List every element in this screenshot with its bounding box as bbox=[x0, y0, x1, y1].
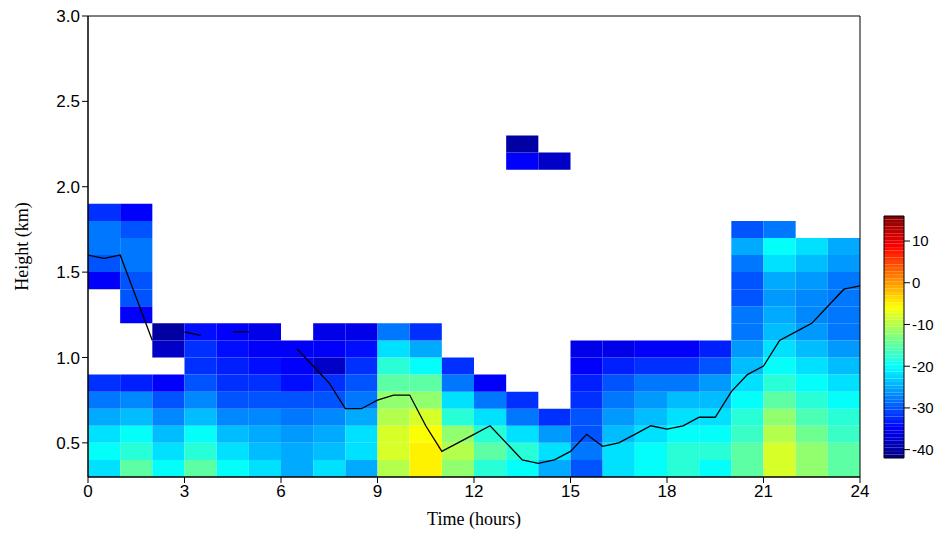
svg-text:2.0: 2.0 bbox=[56, 178, 80, 197]
svg-text:-30: -30 bbox=[912, 399, 934, 416]
svg-text:9: 9 bbox=[373, 482, 382, 501]
svg-text:15: 15 bbox=[561, 482, 580, 501]
svg-text:-40: -40 bbox=[912, 441, 934, 458]
svg-text:12: 12 bbox=[465, 482, 484, 501]
svg-text:10: 10 bbox=[912, 232, 929, 249]
svg-text:1.5: 1.5 bbox=[56, 263, 80, 282]
svg-text:0.5: 0.5 bbox=[56, 434, 80, 453]
svg-text:6: 6 bbox=[276, 482, 285, 501]
svg-text:18: 18 bbox=[658, 482, 677, 501]
svg-text:2.5: 2.5 bbox=[56, 92, 80, 111]
svg-text:0: 0 bbox=[912, 274, 920, 291]
svg-text:3: 3 bbox=[180, 482, 189, 501]
svg-text:Height (km): Height (km) bbox=[12, 202, 33, 290]
svg-text:-10: -10 bbox=[912, 316, 934, 333]
svg-text:3.0: 3.0 bbox=[56, 7, 80, 26]
svg-text:-20: -20 bbox=[912, 358, 934, 375]
svg-text:1.0: 1.0 bbox=[56, 349, 80, 368]
svg-text:Time (hours): Time (hours) bbox=[427, 509, 521, 530]
svg-text:21: 21 bbox=[754, 482, 773, 501]
svg-text:24: 24 bbox=[851, 482, 870, 501]
svg-text:0: 0 bbox=[83, 482, 92, 501]
